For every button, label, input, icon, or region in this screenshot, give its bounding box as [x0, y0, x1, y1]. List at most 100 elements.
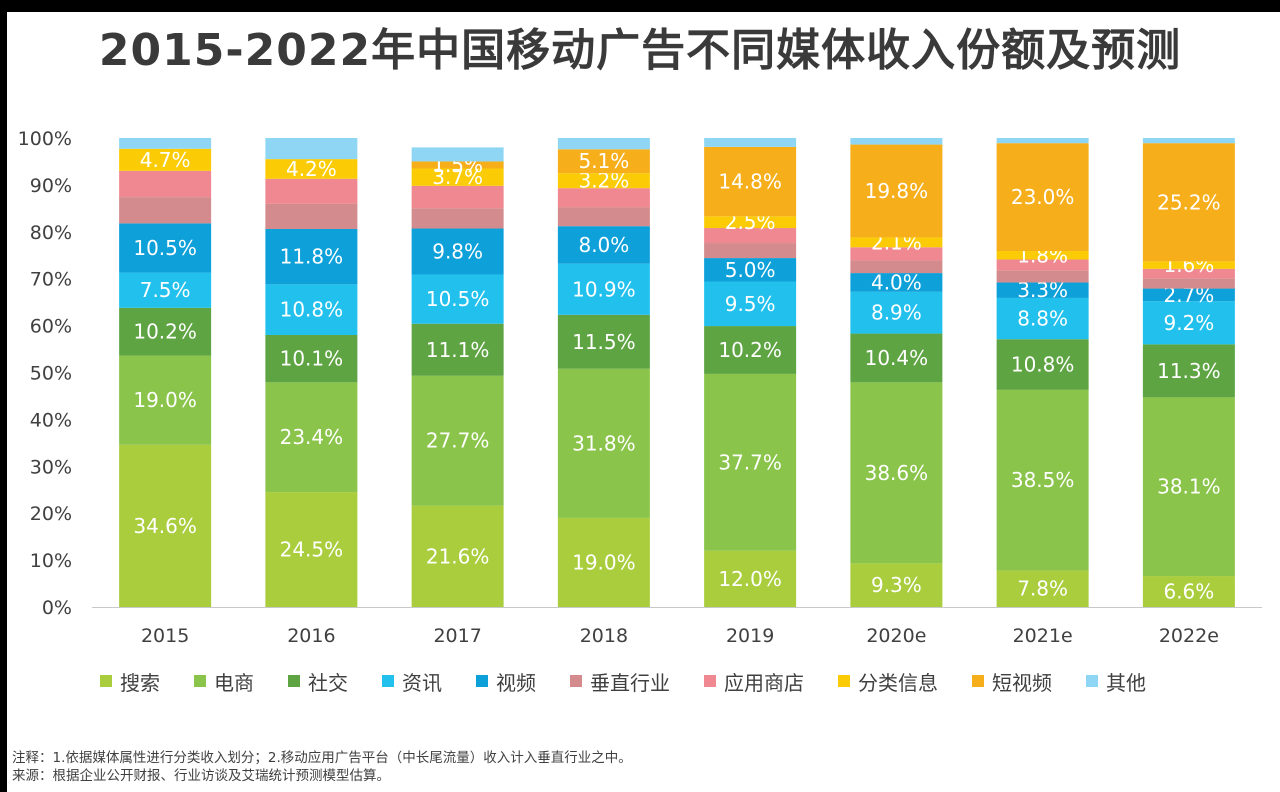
data-label: 10.2%	[718, 338, 782, 362]
bar-segment	[704, 228, 797, 244]
legend-label: 视频	[496, 670, 536, 695]
bar-segment	[119, 355, 212, 445]
x-tick-label: 2015	[141, 625, 189, 647]
data-label: 23.4%	[280, 425, 344, 449]
bar-segment	[411, 274, 504, 324]
bar-segment	[704, 216, 797, 229]
legend-swatch	[288, 675, 300, 687]
footnote-note: 注释：1.依据媒体属性进行分类收入划分；2.移动应用广告平台（中长尾流量）收入计…	[12, 750, 632, 766]
footnote-source: 来源：根据企业公开财报、行业访谈及艾瑞统计预测模型估算。	[12, 768, 390, 784]
bar-segment	[265, 138, 358, 160]
data-label: 9.2%	[1163, 311, 1214, 335]
bar-segment	[996, 143, 1089, 252]
data-label: 10.5%	[133, 236, 197, 260]
data-label: 8.9%	[871, 301, 922, 325]
bar-segment	[119, 197, 212, 224]
data-label: 5.0%	[725, 258, 776, 282]
legend-item: 垂直行业	[570, 667, 670, 696]
bar-segment	[119, 307, 212, 356]
data-label: 14.8%	[718, 170, 782, 194]
legend-label: 应用商店	[724, 670, 804, 695]
legend-item: 搜索	[100, 667, 160, 696]
legend-swatch	[570, 675, 582, 687]
bar-segment	[411, 147, 504, 162]
data-label: 37.7%	[718, 450, 782, 474]
bar-segment	[557, 226, 650, 264]
data-label: 24.5%	[280, 538, 344, 562]
bar-segment	[850, 382, 943, 564]
bar-segment	[850, 138, 943, 145]
data-label: 11.8%	[280, 245, 344, 269]
bar-segment	[119, 444, 212, 607]
data-label: 10.8%	[1011, 353, 1075, 377]
data-label: 11.3%	[1157, 359, 1221, 383]
y-tick-label: 40%	[30, 409, 72, 431]
data-label: 8.0%	[578, 233, 629, 257]
bar-segment	[265, 203, 358, 229]
bar-segment	[1142, 268, 1235, 279]
legend-item: 资讯	[382, 667, 442, 696]
bar-segment	[265, 178, 358, 204]
bar-segment	[996, 389, 1089, 571]
bar-segment	[1142, 138, 1235, 144]
bar-segment	[996, 251, 1089, 260]
bar-segment	[850, 273, 943, 292]
bar-segment	[557, 207, 650, 227]
stacked-bar-chart: 0% 10% 20% 30% 40% 50% 60% 70% 80% 90% 100% 34.6% 19…	[18, 128, 1262, 647]
legend-item: 社交	[288, 667, 348, 696]
legend-swatch	[838, 675, 850, 687]
x-tick-label: 2021e	[1013, 625, 1073, 647]
legend-label: 资讯	[402, 670, 442, 695]
data-label: 31.8%	[572, 431, 636, 455]
data-label: 25.2%	[1157, 190, 1221, 214]
legend-label: 其他	[1106, 670, 1146, 695]
data-label: 9.3%	[871, 573, 922, 597]
legend-label: 短视频	[992, 670, 1052, 695]
y-tick-label: 50%	[30, 363, 72, 385]
bar-segment	[265, 492, 358, 607]
legend-swatch	[382, 675, 394, 687]
bar-segment	[1142, 301, 1235, 345]
bar-segment	[704, 258, 797, 282]
bar-segment	[850, 237, 943, 248]
bar-segment	[411, 168, 504, 186]
data-label: 4.7%	[140, 148, 191, 172]
y-tick-label: 70%	[30, 269, 72, 291]
bar-segment	[557, 173, 650, 189]
bar-segment	[557, 149, 650, 174]
legend-swatch	[100, 675, 112, 687]
data-label: 19.0%	[572, 550, 636, 574]
x-tick-label: 2019	[726, 625, 774, 647]
legend-label: 分类信息	[858, 670, 938, 695]
left-border	[0, 12, 7, 792]
legend-label: 电商	[214, 670, 254, 695]
bar-segment	[1142, 261, 1235, 269]
y-tick-label: 90%	[30, 175, 72, 197]
chart-title: 2015-2022年中国移动广告不同媒体收入份额及预测	[98, 25, 1182, 76]
bar-segment	[704, 373, 797, 551]
bar-segment	[1142, 576, 1235, 607]
bar-segment	[704, 146, 797, 217]
data-label: 5.1%	[578, 149, 629, 173]
top-border	[0, 0, 1280, 12]
data-label: 12.0%	[718, 567, 782, 591]
bar-segment	[996, 339, 1089, 390]
bar-segment	[1142, 143, 1235, 262]
bar-segment	[265, 284, 358, 335]
y-tick-label: 10%	[30, 550, 72, 572]
bar-segment	[119, 148, 212, 171]
bar-segment	[704, 243, 797, 259]
x-tick-label: 2017	[433, 625, 481, 647]
data-label: 21.6%	[426, 544, 490, 568]
data-label: 27.7%	[426, 429, 490, 453]
bar-segment	[411, 323, 504, 376]
y-tick-label: 20%	[30, 503, 72, 525]
data-label: 10.4%	[865, 346, 929, 370]
bar-segment	[996, 570, 1089, 607]
chart-legend: 搜索 电商 社交 资讯 视频 垂直行业 应用商店 分类信息 短视频 其他	[100, 666, 1240, 696]
y-tick-label: 100%	[18, 128, 72, 150]
data-label: 10.8%	[280, 298, 344, 322]
y-tick-label: 0%	[42, 597, 72, 619]
legend-item: 视频	[476, 667, 536, 696]
bar-segment	[119, 170, 212, 198]
